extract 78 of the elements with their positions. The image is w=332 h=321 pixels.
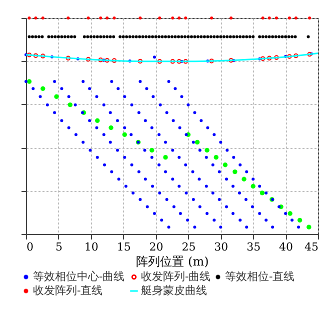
point [287, 54, 292, 59]
point [86, 16, 90, 20]
x-tick-label: 0 [26, 240, 34, 254]
point [288, 16, 291, 20]
point [138, 16, 142, 20]
point [294, 53, 298, 58]
point [112, 58, 117, 63]
x-tick-label: 45 [304, 240, 318, 254]
point [112, 16, 116, 20]
point [232, 169, 238, 174]
point [222, 162, 228, 168]
point [66, 56, 71, 61]
x-tick-label: 30 [214, 240, 228, 254]
point [294, 16, 298, 20]
x-tick-label: 20 [149, 240, 164, 254]
x-tick-label: 5 [55, 240, 62, 254]
point [260, 190, 265, 196]
point [40, 86, 46, 91]
point [86, 56, 91, 62]
point [138, 58, 143, 64]
point [230, 16, 233, 20]
point [183, 59, 188, 64]
x-tick-label: 35 [246, 240, 261, 254]
point [268, 16, 271, 20]
point [108, 125, 114, 130]
point [163, 154, 168, 160]
point [54, 94, 59, 99]
point [40, 54, 46, 58]
point [288, 211, 292, 216]
point [184, 16, 188, 20]
point [214, 154, 218, 160]
legend-label: 等效相位中心-曲线 [33, 270, 125, 283]
point [306, 224, 312, 230]
point [104, 58, 110, 63]
point [68, 102, 72, 108]
point [98, 58, 103, 62]
point [308, 16, 312, 20]
legend-label: 等效相位-直线 [225, 270, 295, 283]
point [26, 52, 32, 58]
point [41, 16, 44, 20]
legend-label: 艇身蒙皮曲线 [141, 284, 207, 297]
point [122, 132, 127, 137]
point [228, 58, 234, 63]
point [95, 118, 100, 123]
point [260, 56, 266, 61]
point [209, 58, 214, 64]
x-axis-title: 阵列位置 (m) [136, 254, 209, 268]
point [266, 56, 272, 61]
point [178, 16, 181, 20]
x-tick-label: 40 [279, 240, 294, 254]
point [158, 16, 162, 20]
point [261, 16, 264, 20]
point [194, 140, 200, 145]
point [106, 16, 109, 20]
point [26, 79, 32, 84]
point [170, 59, 176, 64]
legend-label: 收发阵列-直线 [33, 284, 103, 297]
point [176, 59, 182, 64]
point [204, 148, 210, 153]
point [150, 148, 154, 153]
point [274, 55, 279, 60]
point [307, 52, 312, 57]
point [34, 16, 38, 20]
point [297, 218, 302, 223]
point [250, 184, 256, 189]
x-tick-label: 25 [182, 240, 196, 254]
point [274, 16, 278, 20]
x-tick-label: 15 [116, 240, 131, 254]
point [171, 16, 174, 20]
point [157, 59, 162, 64]
legend-label: 收发阵列-曲线 [141, 270, 211, 283]
point [33, 53, 38, 58]
point [28, 16, 31, 20]
x-tick-label: 10 [84, 240, 98, 254]
point [99, 16, 102, 20]
point [66, 16, 70, 20]
point [242, 176, 246, 182]
point [210, 16, 214, 20]
